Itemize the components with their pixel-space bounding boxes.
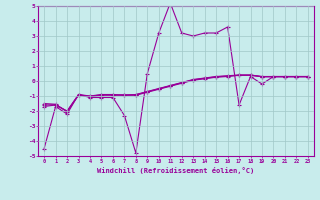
X-axis label: Windchill (Refroidissement éolien,°C): Windchill (Refroidissement éolien,°C)	[97, 167, 255, 174]
